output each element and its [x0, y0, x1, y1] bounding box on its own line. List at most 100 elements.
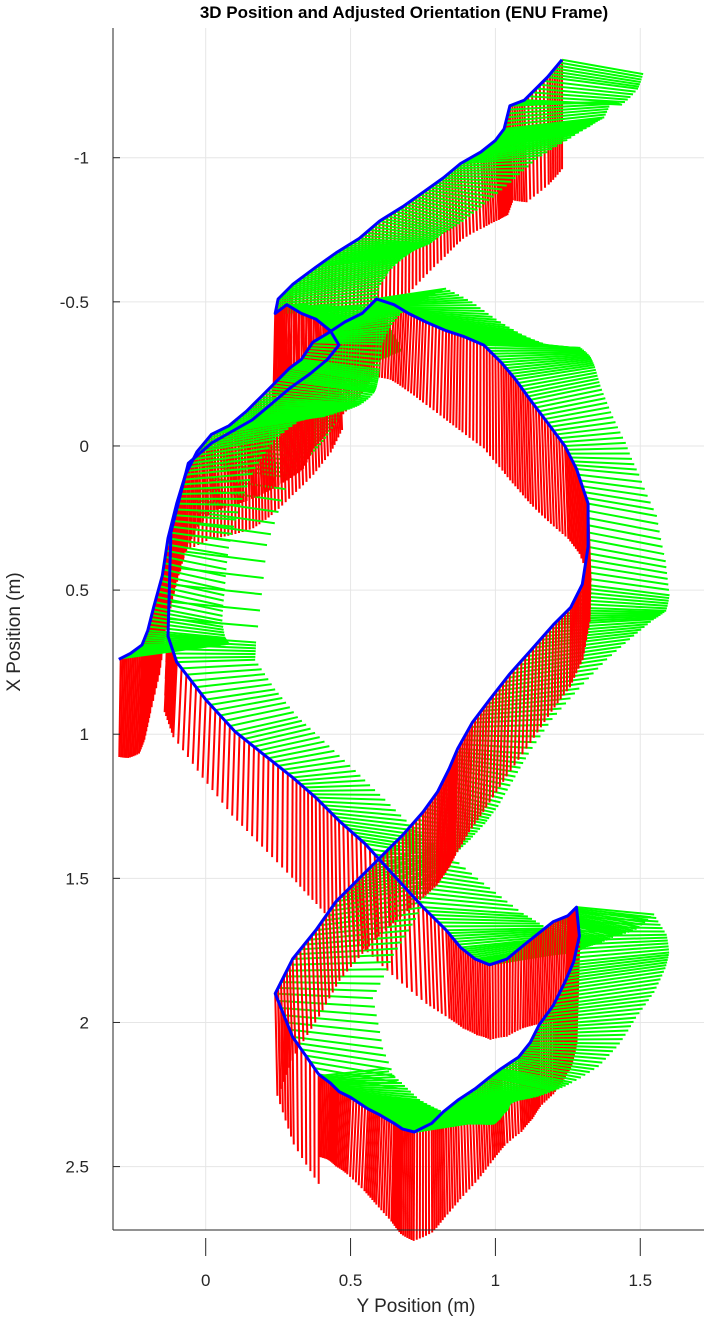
red-axis-arrow [375, 1114, 381, 1205]
red-axis-arrow [340, 1094, 346, 1170]
green-axis-arrow [546, 1003, 646, 1017]
red-axis-arrow [231, 731, 236, 816]
green-axis-arrow [587, 524, 662, 541]
red-axis-arrow [542, 927, 548, 1024]
red-axis-arrow [507, 371, 512, 481]
green-axis-arrow [383, 217, 447, 233]
green-axis-arrow [488, 131, 580, 148]
green-axis-arrow [433, 184, 499, 195]
green-axis-arrow [170, 525, 233, 535]
green-axis-arrow [215, 697, 283, 712]
red-axis-arrow [429, 914, 436, 1009]
green-axis-arrow [289, 960, 391, 966]
red-axis-arrow [516, 949, 520, 1031]
green-axis-arrow [369, 228, 437, 240]
green-axis-arrow [486, 346, 583, 351]
green-axis-arrow [320, 1067, 387, 1077]
green-axis-arrow [304, 784, 371, 789]
red-axis-arrow [562, 613, 566, 696]
red-axis-arrow [291, 959, 297, 1054]
green-axis-arrow [154, 601, 223, 617]
green-axis-arrow [535, 1025, 632, 1033]
green-axis-arrow [467, 729, 545, 733]
red-axis-arrow [342, 893, 349, 972]
green-axis-arrow [561, 58, 644, 76]
red-axis-arrow [408, 1131, 412, 1240]
green-axis-arrow [526, 1046, 613, 1053]
green-axis-arrow [552, 70, 641, 86]
red-axis-arrow [577, 474, 583, 559]
green-axis-arrow [483, 136, 572, 152]
green-axis-arrow [205, 688, 276, 701]
red-axis-arrow [328, 1084, 333, 1161]
green-axis-arrow [169, 531, 231, 542]
red-axis-arrow [466, 953, 472, 1032]
red-axis-arrow [439, 784, 443, 881]
green-axis-arrow [580, 587, 670, 600]
red-axis-arrow [412, 1131, 416, 1241]
green-axis-arrow [572, 953, 669, 967]
green-axis-arrow [419, 193, 482, 208]
red-axis-arrow [303, 944, 309, 1036]
green-axis-arrow [411, 313, 502, 324]
green-axis-arrow [499, 672, 594, 688]
red-axis-arrow [371, 864, 377, 940]
green-axis-arrow [278, 986, 377, 992]
green-axis-arrow [333, 319, 396, 331]
green-axis-arrow [175, 655, 256, 659]
green-axis-arrow [449, 172, 520, 176]
red-axis-arrow [358, 878, 364, 954]
green-axis-arrow [577, 915, 659, 923]
red-axis-arrow [363, 1108, 369, 1192]
red-axis-arrow [526, 396, 532, 505]
green-axis-arrow [448, 928, 550, 935]
green-axis-arrow [234, 716, 299, 733]
red-axis-arrow [318, 925, 324, 1011]
green-axis-arrow [402, 205, 464, 223]
red-axis-arrow [491, 353, 495, 460]
red-axis-arrow [328, 910, 334, 993]
green-axis-arrow [156, 595, 224, 612]
green-axis-arrow [310, 344, 382, 350]
red-axis-arrow [368, 868, 374, 944]
red-axis-arrow [274, 993, 279, 1096]
red-axis-arrow [387, 1121, 393, 1219]
green-axis-arrow [189, 456, 263, 469]
green-axis-arrow [334, 815, 413, 827]
green-axis-arrow [587, 531, 663, 548]
green-axis-arrow [277, 289, 380, 303]
green-axis-arrow [587, 509, 659, 525]
green-axis-arrow [329, 250, 413, 259]
green-axis-arrow [193, 446, 270, 461]
green-axis-arrow [172, 519, 235, 528]
red-axis-arrow [406, 1130, 410, 1238]
green-axis-arrow [564, 441, 626, 447]
green-axis-arrow [325, 251, 412, 262]
green-axis-arrow [503, 356, 592, 367]
red-axis-arrow [396, 308, 403, 385]
red-axis-arrow [447, 765, 452, 869]
green-axis-arrow [555, 986, 657, 1003]
green-axis-arrow [224, 706, 291, 722]
green-axis-arrow [296, 1042, 387, 1057]
green-axis-arrow [528, 1044, 617, 1049]
green-axis-arrow [576, 468, 640, 476]
green-axis-arrow [278, 285, 380, 300]
red-axis-arrow [550, 624, 555, 712]
green-axis-arrow [398, 306, 481, 310]
y-tick-label: -0.5 [60, 293, 89, 312]
green-axis-arrow [547, 76, 639, 90]
red-axis-arrow [498, 682, 505, 788]
red-axis-arrow [295, 1043, 299, 1152]
green-axis-arrow [474, 144, 558, 157]
red-axis-arrow [465, 337, 468, 436]
red-axis-arrow [502, 677, 508, 782]
green-axis-arrow [292, 769, 356, 779]
red-axis-arrow [437, 922, 443, 1014]
green-axis-arrow [201, 430, 285, 447]
green-axis-arrow [513, 653, 613, 671]
red-axis-arrow [180, 484, 184, 564]
red-axis-arrow [536, 640, 541, 733]
red-axis-arrow [331, 906, 338, 987]
green-axis-arrow [484, 1080, 548, 1095]
